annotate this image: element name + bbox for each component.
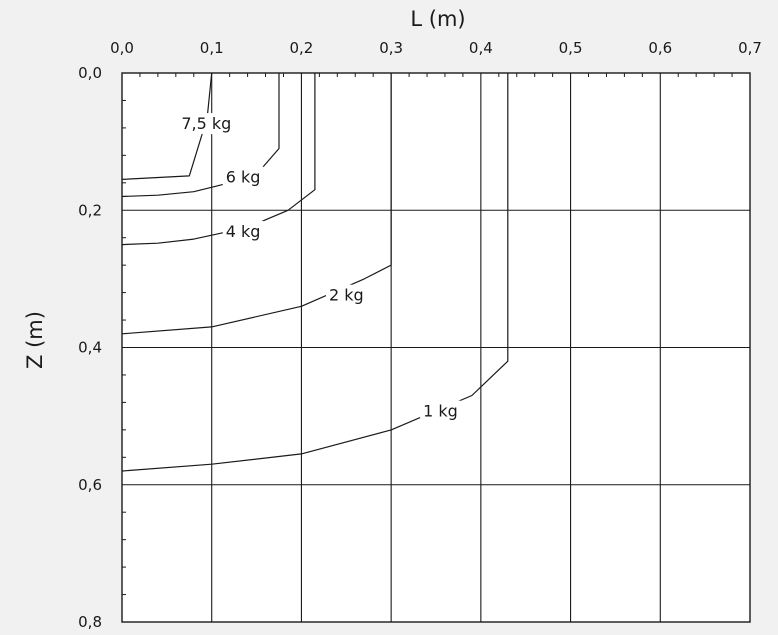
x-tick-label: 0,7 (738, 39, 762, 57)
y-tick-label: 0,8 (78, 613, 102, 631)
x-tick-label: 0,2 (289, 39, 313, 57)
tick-labels: 0,0 0,1 0,2 0,3 0,4 0,5 0,6 0,7 0,0 0,2 0,4 0,6 0,8 (78, 39, 762, 631)
contour-line-7-5-kg (121, 72, 213, 180)
contour-label-2-kg: 2 kg (329, 286, 364, 305)
y-tick-label: 0,0 (78, 64, 102, 82)
x-tick-label: 0,1 (200, 39, 224, 57)
y-tick-label: 0,6 (78, 476, 102, 494)
contour-label-7-5-kg: 7,5 kg (181, 114, 231, 133)
contour-lines: 7,5 kg 6 kg 4 kg 2 kg 1 kg (121, 72, 509, 472)
contour-line-1-kg (121, 73, 509, 472)
y-tick-label: 0,2 (78, 201, 102, 219)
x-axis-title: L (m) (410, 7, 465, 31)
x-tick-label: 0,3 (379, 39, 403, 57)
x-tick-label: 0,4 (469, 39, 493, 57)
x-tick-label: 0,5 (559, 39, 583, 57)
contour-label-1-kg: 1 kg (423, 402, 458, 421)
x-tick-label: 0,6 (648, 39, 672, 57)
y-axis-title: Z (m) (23, 311, 47, 369)
grid-lines (122, 73, 750, 622)
contour-label-halo (325, 284, 367, 306)
contour-label-halo (178, 113, 235, 135)
contour-label-halo (222, 166, 264, 188)
y-tick-label: 0,4 (78, 339, 102, 357)
contour-label-halo (420, 400, 461, 422)
contour-label-4-kg: 4 kg (226, 222, 261, 241)
contour-label-6-kg: 6 kg (226, 168, 261, 187)
contour-label-halo (222, 220, 264, 242)
x-tick-label: 0,0 (110, 39, 134, 57)
plot-frame (121, 72, 751, 623)
